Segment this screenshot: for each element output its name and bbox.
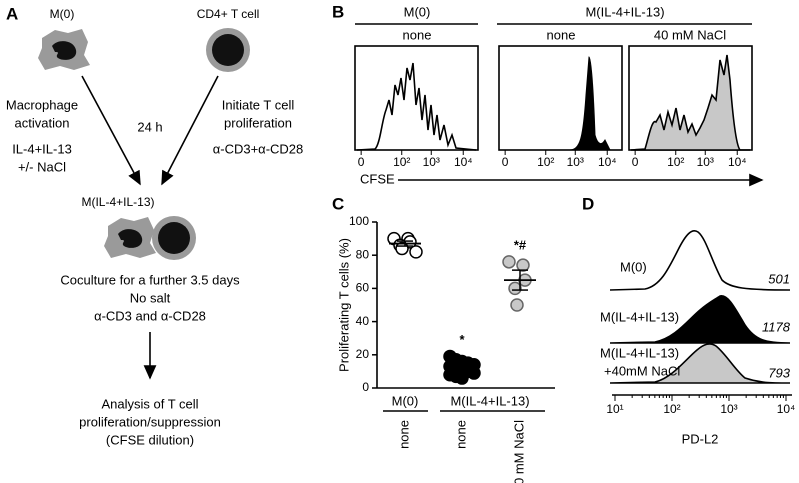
histogram (630, 54, 750, 151)
histogram (609, 230, 791, 291)
panel-letter: B (332, 2, 344, 21)
label: Initiate T cell (222, 97, 295, 112)
t-cell-nucleus (212, 34, 244, 66)
histogram (609, 295, 791, 344)
condition-label: none (403, 27, 432, 42)
panel-letter: C (332, 194, 344, 213)
x-tick-label: 10¹ (606, 402, 623, 416)
x-tick-label: 0 (632, 155, 639, 169)
x-tick-label: 40 mM NaCl (511, 420, 526, 483)
annotation: * (459, 332, 465, 347)
group-label: M(IL-4+IL-13) (450, 393, 529, 408)
mfi-value: 501 (768, 271, 790, 286)
y-tick-label: 60 (356, 281, 370, 295)
histogram (609, 343, 791, 384)
label: No salt (130, 290, 171, 305)
y-tick-label: 20 (356, 347, 370, 361)
y-axis-label: Proliferating T cells (%) (336, 238, 351, 372)
label: M(IL-4+IL-13) (81, 195, 154, 209)
mfi-value: 1178 (762, 319, 791, 334)
data-point (502, 255, 516, 269)
row-label: M(IL-4+IL-13) (600, 309, 679, 324)
label: proliferation (224, 115, 292, 130)
nucleus (118, 229, 143, 248)
label: (CFSE dilution) (106, 432, 194, 447)
label: Macrophage (6, 97, 78, 112)
label: IL-4+IL-13 (12, 141, 72, 156)
label: 24 h (137, 119, 162, 134)
data-point (510, 298, 524, 312)
x-tick-label: 10³ (720, 402, 737, 416)
x-tick-label: 10² (663, 402, 680, 416)
y-tick-label: 80 (356, 247, 370, 261)
label: activation (15, 115, 70, 130)
x-tick-label: 10⁴ (728, 155, 747, 169)
panel-letter: A (6, 4, 18, 23)
x-tick-label: 10³ (423, 155, 440, 169)
x-tick-label: 10³ (567, 155, 584, 169)
label: α-CD3+α-CD28 (213, 141, 304, 156)
annotation: *# (514, 237, 527, 252)
data-point (409, 245, 423, 259)
label: α-CD3 and α-CD28 (94, 308, 206, 323)
y-tick-label: 100 (349, 214, 369, 228)
histogram-frame (498, 45, 623, 151)
panel-letter: D (582, 194, 594, 213)
panel-d: D M(0) M(IL-4+IL-13) M(IL-4+IL-13) +40mM… (582, 194, 795, 446)
panel-a: A M(0) CD4+ T cell Macrophage activation… (6, 4, 303, 447)
data-point (467, 366, 481, 380)
histogram-frame (354, 45, 479, 151)
nucleus (52, 41, 77, 60)
row-label: M(0) (620, 259, 647, 274)
label: proliferation/suppression (79, 414, 221, 429)
x-tick-label: 10⁴ (777, 402, 796, 416)
panel-b: B M(0) M(IL-4+IL-13) none none 40 mM NaC… (332, 2, 764, 186)
x-tick-label: 10² (393, 155, 410, 169)
group-label: M(0) (392, 393, 419, 408)
row-label: +40mM NaCl (604, 363, 680, 378)
x-tick-label: 10³ (697, 155, 714, 169)
axis-label: CFSE (360, 171, 395, 186)
x-tick-label: 0 (502, 155, 509, 169)
y-tick-label: 40 (356, 314, 370, 328)
x-tick-label: 10⁴ (454, 155, 473, 169)
label: M(0) (50, 7, 75, 21)
histogram (501, 56, 620, 151)
arrow (161, 75, 219, 186)
histogram (356, 62, 477, 151)
x-tick-label: 10² (537, 155, 554, 169)
label: CD4+ T cell (197, 7, 260, 21)
condition-label: 40 mM NaCl (654, 27, 726, 42)
t-cell-nucleus (158, 222, 190, 254)
data-point (516, 258, 530, 272)
arrow (81, 75, 141, 186)
x-tick-label: none (396, 420, 411, 449)
data-point (455, 371, 469, 385)
label: Coculture for a further 3.5 days (60, 272, 240, 287)
data-point (508, 281, 522, 296)
x-tick-label: 10² (667, 155, 684, 169)
x-tick-label: 10⁴ (598, 155, 617, 169)
axis-label: PD-L2 (682, 431, 719, 446)
group-label: M(IL-4+IL-13) (585, 4, 664, 19)
panel-c: C Proliferating T cells (%) M(0) M(IL-4+… (332, 194, 555, 483)
label: Analysis of T cell (101, 396, 198, 411)
x-tick-label: 0 (358, 155, 365, 169)
y-tick-label: 0 (362, 380, 369, 394)
label: +/- NaCl (18, 159, 66, 174)
mfi-value: 793 (768, 365, 790, 380)
row-label: M(IL-4+IL-13) (600, 345, 679, 360)
condition-label: none (547, 27, 576, 42)
x-tick-label: none (453, 420, 468, 449)
group-label: M(0) (404, 4, 431, 19)
